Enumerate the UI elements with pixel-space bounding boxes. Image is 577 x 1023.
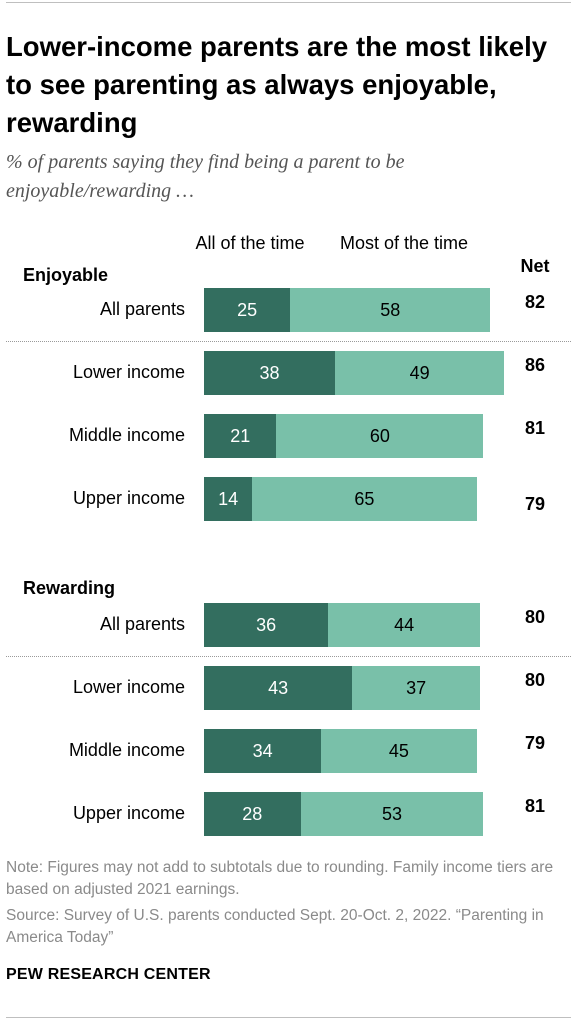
bar-segment-all-of-the-time: 25 (204, 288, 291, 332)
column-header-most-of-the-time: Most of the time (339, 233, 469, 253)
row-label-all-parents: All parents (99, 614, 185, 634)
bar-segment-most-of-the-time: 58 (290, 288, 491, 332)
chart-subtitle: % of parents saying they find being a pa… (6, 151, 405, 202)
chart-title: Lower-income parents are the most likely… (6, 31, 548, 138)
row-label-middle-income: Middle income (68, 425, 185, 445)
bar-segment-most-of-the-time: 65 (252, 477, 477, 521)
net-value: 80 (524, 670, 546, 690)
column-header-net: Net (520, 256, 550, 276)
bar-segment-all-of-the-time: 14 (204, 477, 253, 521)
section-label-rewarding: Rewarding (23, 578, 116, 598)
net-value: 79 (524, 494, 546, 514)
bar-segment-most-of-the-time: 49 (335, 351, 505, 395)
row-label-upper-income: Upper income (72, 803, 185, 823)
row-label-upper-income: Upper income (72, 488, 185, 508)
top-rule (6, 2, 571, 3)
bar-segment-most-of-the-time: 37 (352, 666, 480, 710)
bar-segment-most-of-the-time: 45 (321, 729, 477, 773)
row-label-lower-income: Lower income (72, 677, 185, 697)
bar-segment-most-of-the-time: 60 (276, 414, 484, 458)
row-label-middle-income: Middle income (68, 740, 185, 760)
bar-segment-all-of-the-time: 28 (204, 792, 301, 836)
section-label-enjoyable: Enjoyable (23, 265, 109, 285)
dotted-divider (6, 656, 571, 657)
bar-segment-all-of-the-time: 38 (204, 351, 336, 395)
bar-segment-all-of-the-time: 21 (204, 414, 277, 458)
bar-segment-all-of-the-time: 36 (204, 603, 329, 647)
net-value: 81 (524, 418, 546, 438)
pew-research-center-logo-text: PEW RESEARCH CENTER (6, 966, 211, 983)
net-value: 79 (524, 733, 546, 753)
bottom-rule (6, 1017, 571, 1018)
bar-segment-most-of-the-time: 53 (300, 792, 484, 836)
net-value: 82 (524, 292, 546, 312)
bar-segment-all-of-the-time: 34 (204, 729, 322, 773)
dotted-divider (6, 341, 571, 342)
bar-segment-all-of-the-time: 43 (204, 666, 353, 710)
net-value: 80 (524, 607, 546, 627)
column-header-all-of-the-time: All of the time (195, 233, 305, 253)
net-value: 86 (524, 355, 546, 375)
row-label-all-parents: All parents (99, 299, 185, 319)
net-value: 81 (524, 796, 546, 816)
bar-segment-most-of-the-time: 44 (328, 603, 480, 647)
chart-note: Note: Figures may not add to subtotals d… (6, 859, 554, 898)
chart-source: Source: Survey of U.S. parents conducted… (6, 907, 544, 946)
row-label-lower-income: Lower income (72, 362, 185, 382)
